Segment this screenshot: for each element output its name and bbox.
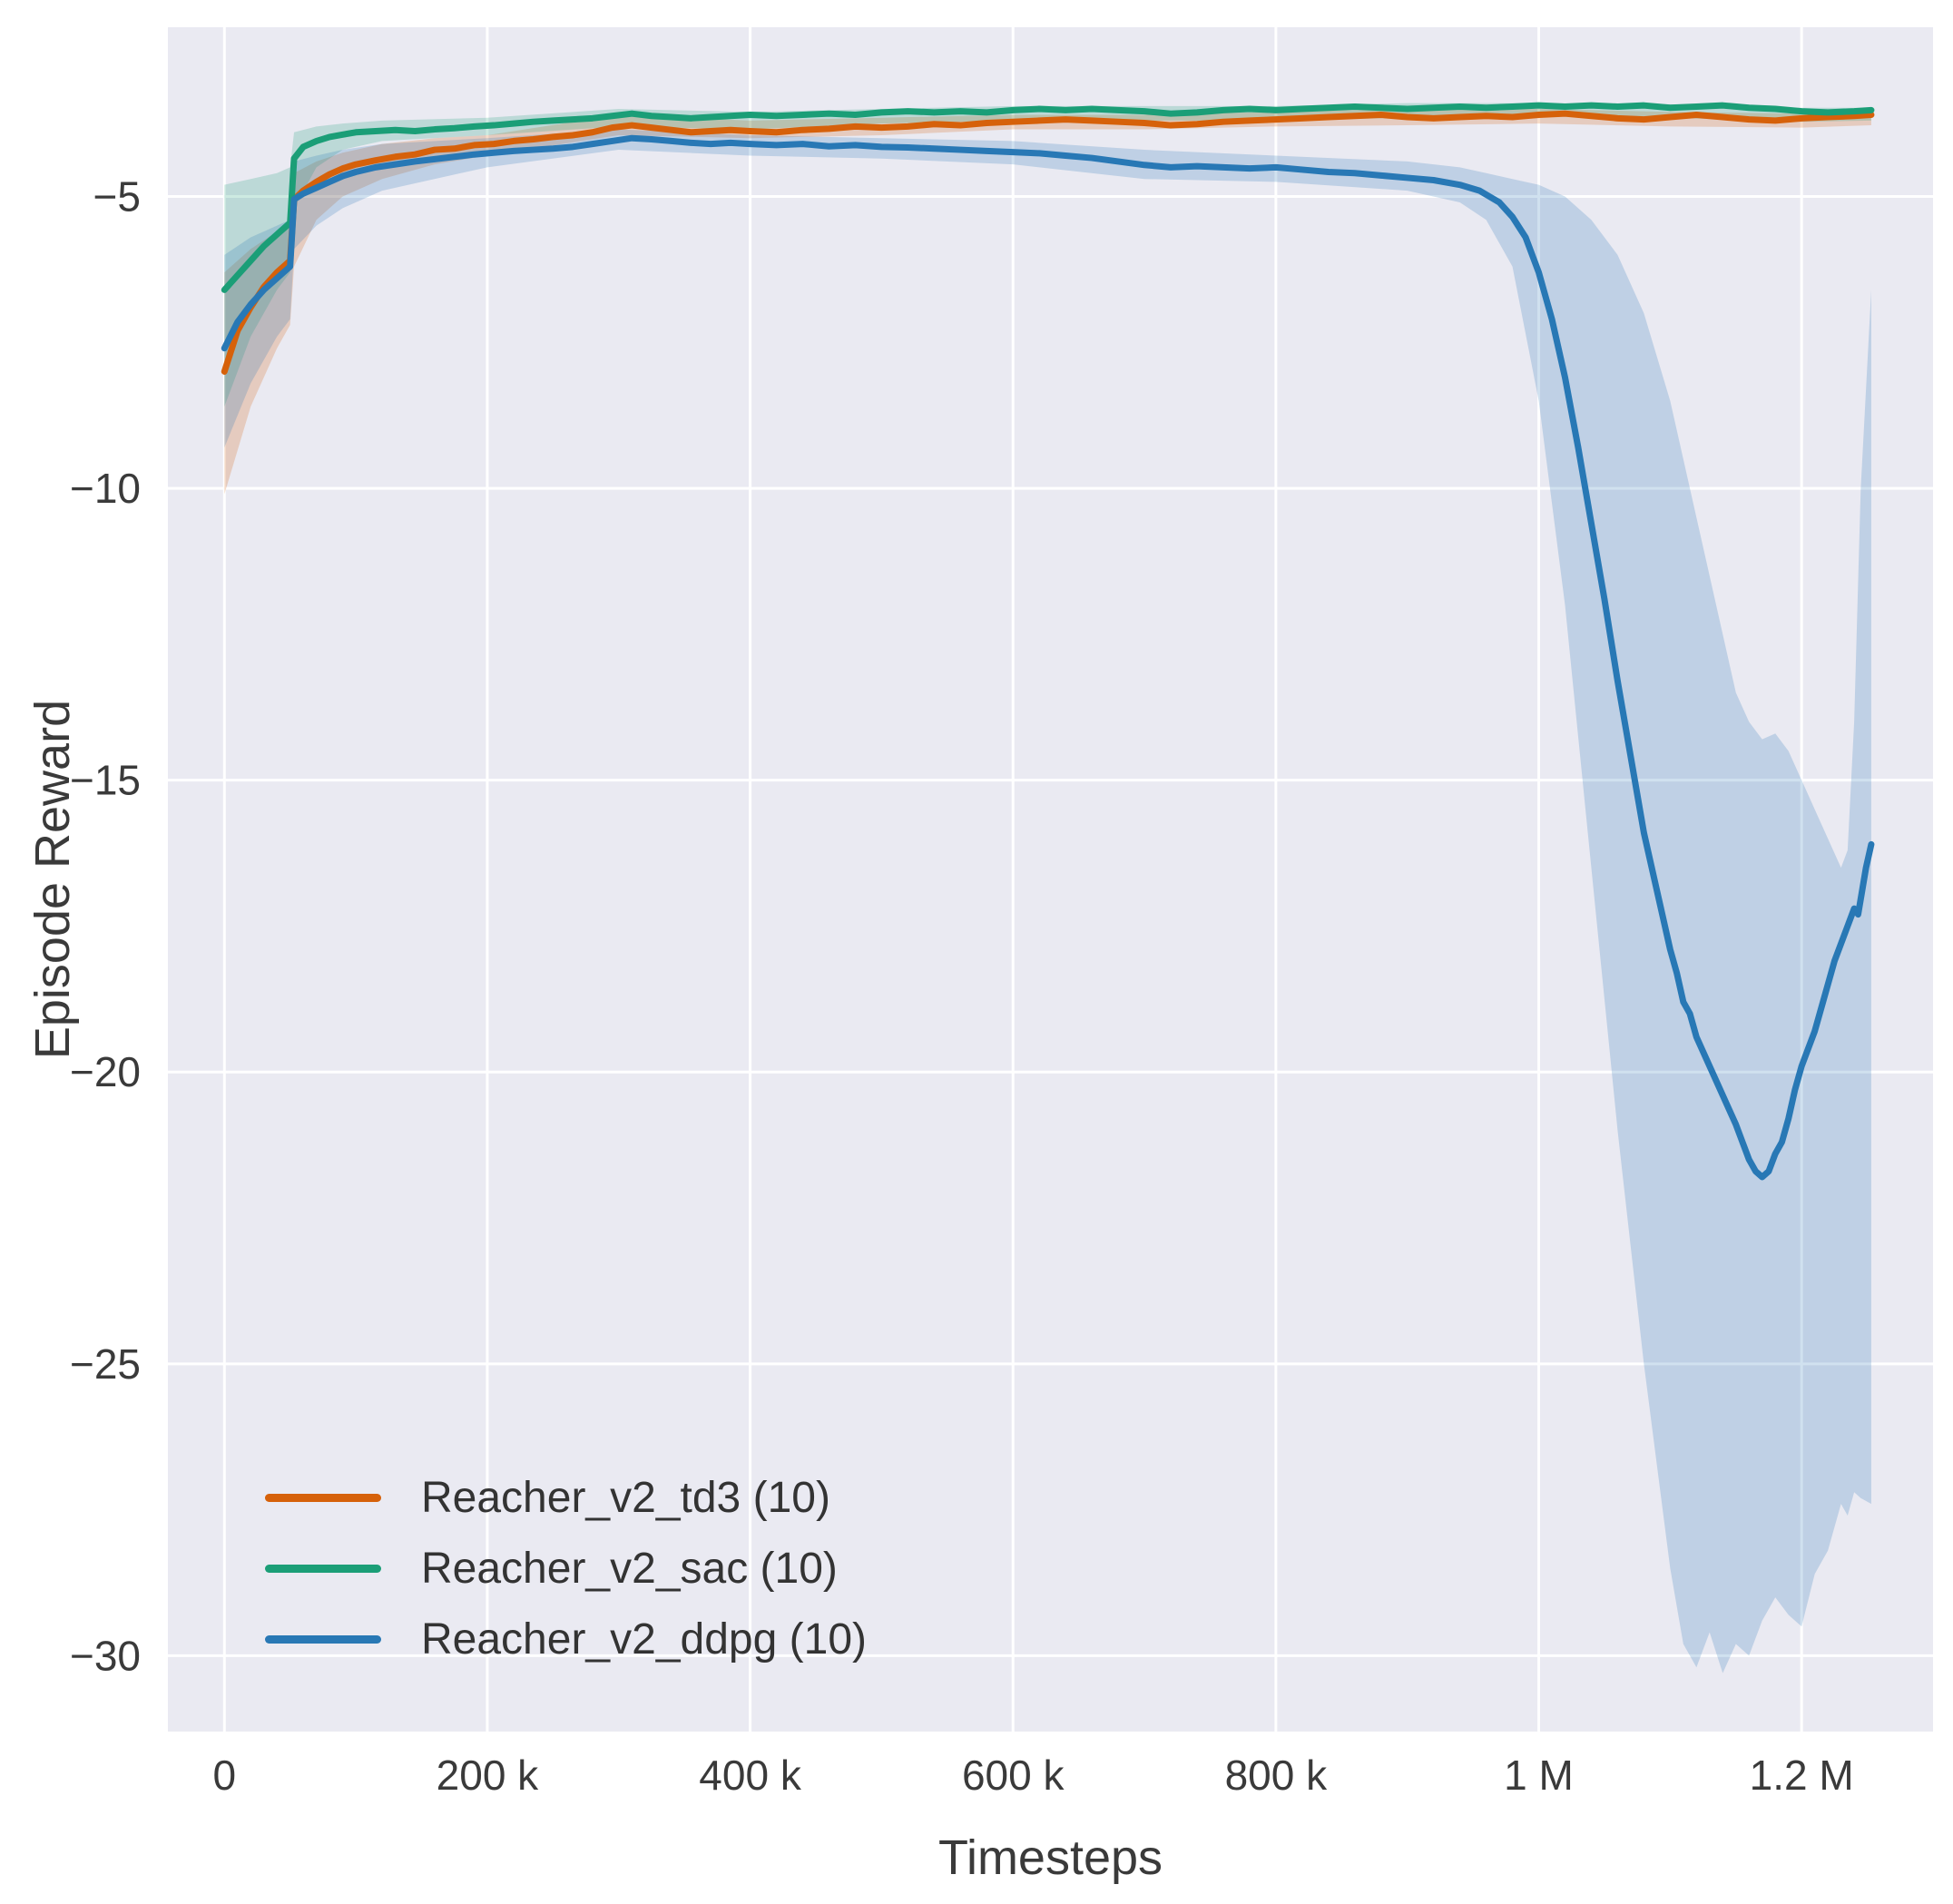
y-tick-label: −15 <box>70 757 141 804</box>
legend-swatch-ddpg <box>265 1634 381 1644</box>
legend-item-td3: Reacher_v2_td3 (10) <box>265 1472 867 1523</box>
legend-item-ddpg: Reacher_v2_ddpg (10) <box>265 1614 867 1664</box>
x-tick-label: 200 k <box>437 1752 540 1799</box>
x-tick-label: 1 M <box>1504 1752 1574 1799</box>
y-axis-label: Episode Reward <box>25 699 80 1060</box>
y-tick-label: −25 <box>70 1340 141 1388</box>
legend-item-sac: Reacher_v2_sac (10) <box>265 1543 867 1594</box>
legend-swatch-td3 <box>265 1493 381 1502</box>
legend-label-sac: Reacher_v2_sac (10) <box>421 1544 838 1593</box>
gridlines <box>168 27 1933 1732</box>
plot-area <box>168 27 1933 1732</box>
legend-swatch-sac <box>265 1564 381 1573</box>
x-tick-label: 1.2 M <box>1750 1752 1854 1799</box>
band-Reacher_v2_ddpg (10) <box>224 129 1871 1673</box>
legend-label-td3: Reacher_v2_td3 (10) <box>421 1473 830 1522</box>
x-tick-label: 800 k <box>1225 1752 1329 1799</box>
band-Reacher_v2_td3 (10) <box>224 109 1871 495</box>
line-Reacher_v2_ddpg (10) <box>221 134 1875 1181</box>
x-tick-label: 400 k <box>699 1752 802 1799</box>
line-Reacher_v2_sac (10) <box>221 102 1875 293</box>
x-tick-label: 0 <box>212 1752 236 1799</box>
x-axis-label: Timesteps <box>937 1830 1163 1885</box>
legend: Reacher_v2_td3 (10) Reacher_v2_sac (10) … <box>265 1472 867 1664</box>
series-lines <box>221 102 1875 1181</box>
legend-label-ddpg: Reacher_v2_ddpg (10) <box>421 1614 867 1664</box>
y-tick-label: −10 <box>70 465 141 512</box>
line-Reacher_v2_td3 (10) <box>221 110 1875 375</box>
y-tick-label: −20 <box>70 1048 141 1095</box>
x-tick-label: 600 k <box>962 1752 1065 1799</box>
tick-labels: 0 200 k 400 k 600 k 800 k 1 M 1.2 M −5 −10 −15 −20… <box>70 173 1854 1799</box>
y-tick-label: −30 <box>70 1632 141 1679</box>
y-tick-label: −5 <box>93 173 141 221</box>
